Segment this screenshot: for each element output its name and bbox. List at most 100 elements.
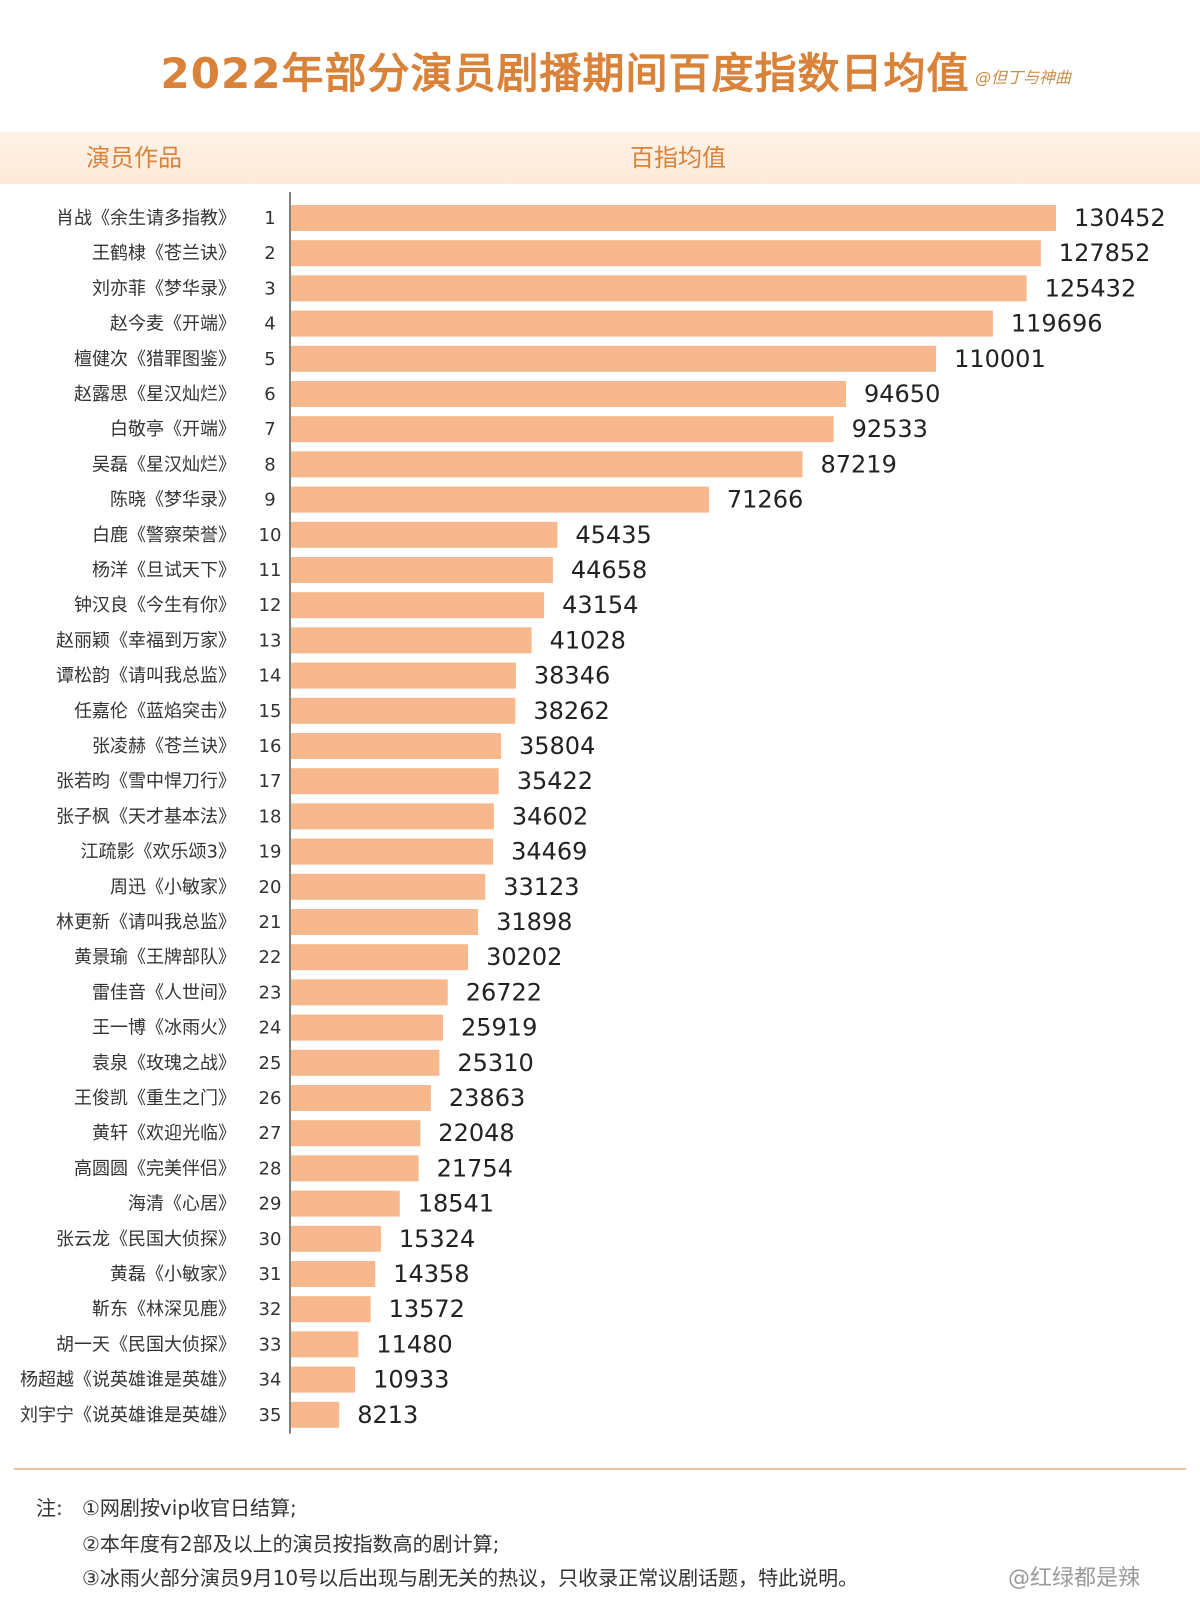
- category-label: 袁泉《玫瑰之战》: [92, 1053, 236, 1074]
- bar: [291, 803, 494, 830]
- rank-label: 26: [259, 1088, 282, 1109]
- note-item-1: ①网剧按vip收官日结算;: [82, 1496, 297, 1520]
- rank-label: 33: [259, 1334, 282, 1355]
- notes-divider: [14, 1468, 1186, 1470]
- category-label: 钟汉良《今生有你》: [74, 595, 236, 616]
- rank-label: 31: [259, 1264, 282, 1285]
- category-label: 赵丽颖《幸福到万家》: [56, 630, 236, 651]
- rank-label: 11: [259, 560, 282, 581]
- category-label: 刘亦菲《梦华录》: [92, 278, 236, 299]
- rank-label: 19: [259, 842, 282, 863]
- rank-label: 7: [264, 419, 275, 440]
- rank-label: 5: [264, 349, 275, 370]
- bar: [291, 1401, 340, 1428]
- data-label: 44658: [571, 556, 647, 584]
- bar: [291, 873, 486, 900]
- rank-label: 9: [264, 490, 275, 511]
- data-label: 92533: [852, 415, 928, 443]
- data-label: 38262: [533, 697, 609, 725]
- data-label: 94650: [864, 380, 940, 408]
- data-label: 18541: [418, 1190, 494, 1218]
- data-label: 8213: [357, 1401, 418, 1429]
- rank-label: 1: [264, 208, 275, 229]
- category-label: 黄景瑜《王牌部队》: [74, 947, 236, 968]
- rank-label: 17: [259, 771, 282, 792]
- bar: [291, 838, 494, 865]
- category-label: 王俊凯《重生之门》: [74, 1088, 236, 1109]
- data-label: 38346: [534, 662, 610, 690]
- bar: [291, 486, 709, 513]
- category-label: 江疏影《欢乐颂3》: [81, 842, 236, 863]
- category-label: 张若昀《雪中悍刀行》: [56, 771, 236, 792]
- data-label: 10933: [373, 1366, 449, 1394]
- category-label: 陈晓《梦华录》: [110, 490, 236, 511]
- rank-label: 6: [264, 384, 275, 405]
- rank-label: 29: [259, 1194, 282, 1215]
- bar: [291, 1225, 381, 1252]
- data-label: 31898: [496, 908, 572, 936]
- bar: [291, 381, 846, 407]
- bar: [291, 1155, 419, 1182]
- data-label: 119696: [1011, 310, 1103, 338]
- data-label: 14358: [393, 1260, 469, 1288]
- bar: [291, 557, 553, 583]
- data-label: 34469: [511, 838, 587, 866]
- weibo-watermark-tag: @红绿都是辣: [1008, 1566, 1141, 1591]
- bar: [291, 1014, 443, 1041]
- bar: [291, 275, 1027, 302]
- category-label: 任嘉伦《蓝焰突击》: [74, 701, 236, 722]
- bar: [291, 310, 993, 337]
- rank-label: 20: [259, 877, 282, 898]
- bar: [291, 979, 448, 1006]
- rank-label: 3: [264, 278, 275, 299]
- rank-label: 32: [259, 1299, 282, 1320]
- bar: [291, 205, 1056, 231]
- bar: [291, 697, 516, 724]
- rank-label: 13: [259, 630, 282, 651]
- column-header-actor-work: 演员作品: [86, 144, 182, 172]
- bar: [291, 1261, 376, 1287]
- data-label: 23863: [449, 1084, 525, 1112]
- category-label: 高圆圆《完美伴侣》: [74, 1158, 236, 1179]
- category-label: 黄磊《小敏家》: [110, 1264, 236, 1285]
- category-label: 王一博《冰雨火》: [92, 1018, 236, 1039]
- rank-label: 22: [259, 947, 282, 968]
- data-label: 127852: [1059, 239, 1151, 267]
- category-label: 周迅《小敏家》: [110, 877, 236, 898]
- rank-label: 16: [259, 736, 282, 757]
- data-label: 125432: [1045, 274, 1137, 302]
- author-signature: @但丁与神曲: [975, 68, 1072, 87]
- data-label: 26722: [466, 978, 542, 1006]
- data-label: 13572: [389, 1295, 465, 1323]
- category-label: 杨超越《说英雄谁是英雄》: [20, 1370, 236, 1391]
- rank-label: 2: [264, 243, 275, 264]
- category-label: 白鹿《警察荣誉》: [92, 525, 236, 546]
- bar: [291, 1120, 421, 1147]
- bar: [291, 451, 803, 478]
- data-label: 43154: [562, 591, 638, 619]
- bar: [291, 521, 558, 548]
- rank-label: 12: [259, 595, 282, 616]
- data-label: 35804: [519, 732, 595, 760]
- rank-label: 10: [259, 525, 282, 546]
- category-label: 刘宇宁《说英雄谁是英雄》: [20, 1405, 236, 1426]
- column-header-average-index: 百指均值: [630, 144, 726, 172]
- data-label: 33123: [503, 873, 579, 901]
- data-label: 35422: [517, 767, 593, 795]
- bar: [291, 240, 1041, 267]
- category-label: 吴磊《星汉灿烂》: [92, 454, 236, 475]
- data-label: 45435: [575, 521, 651, 549]
- category-label: 张云龙《民国大侦探》: [56, 1229, 236, 1250]
- category-label: 谭松韵《请叫我总监》: [56, 666, 236, 687]
- category-label: 海清《心居》: [128, 1194, 236, 1215]
- rank-label: 30: [259, 1229, 282, 1250]
- bar: [291, 768, 499, 795]
- rank-label: 18: [259, 806, 282, 827]
- rank-label: 15: [259, 701, 282, 722]
- data-label: 30202: [486, 943, 562, 971]
- category-label: 檀健次《猎罪图鉴》: [74, 349, 236, 370]
- chart-title: 2022年部分演员剧播期间百度指数日均值: [160, 49, 970, 98]
- category-label: 赵露思《星汉灿烂》: [74, 384, 236, 405]
- category-label: 王鹤棣《苍兰诀》: [92, 243, 236, 264]
